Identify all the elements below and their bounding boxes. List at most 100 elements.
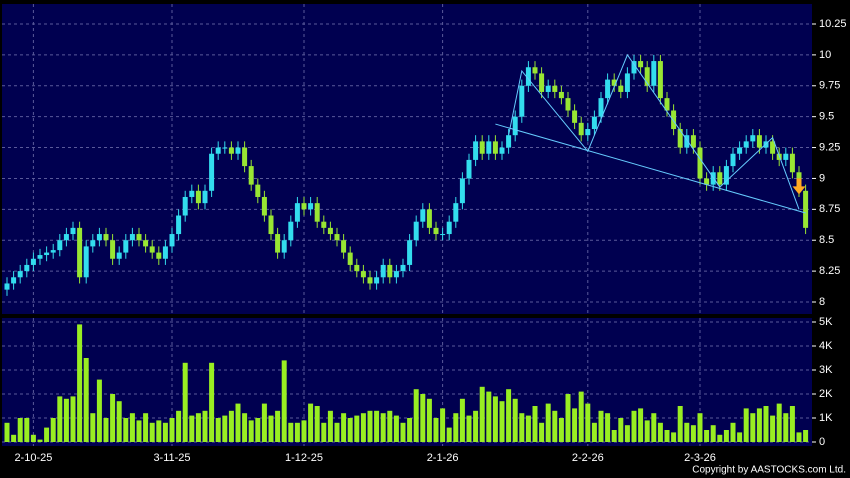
y-tick-label: 8.75	[819, 203, 840, 215]
candle-body	[261, 196, 267, 216]
candle-body	[525, 67, 531, 86]
candle-body	[730, 153, 736, 167]
volume-bar	[446, 427, 452, 442]
volume-bar	[301, 420, 307, 442]
candle-body	[426, 209, 432, 228]
y2-tick-label: 2K	[819, 388, 833, 400]
volume-bar	[578, 391, 584, 442]
volume-bar	[327, 410, 333, 442]
candle-body	[519, 85, 525, 117]
candle-body	[30, 258, 36, 265]
candle-body	[63, 234, 69, 241]
volume-bar	[677, 406, 683, 442]
volume-bar	[103, 418, 109, 442]
candle-body	[96, 234, 102, 241]
candle-body	[737, 147, 743, 154]
candle-body	[83, 246, 89, 278]
candle-body	[651, 61, 657, 86]
candle-body	[789, 153, 795, 173]
volume-bar	[77, 324, 83, 442]
volume-bar	[242, 413, 248, 442]
volume-bar	[618, 418, 624, 442]
candle-body	[103, 234, 109, 241]
candle-body	[367, 277, 373, 284]
candle-body	[611, 79, 617, 86]
volume-bar	[294, 422, 300, 442]
candle-body	[624, 73, 630, 92]
candle-body	[11, 277, 17, 284]
y-tick-label: 9.75	[819, 80, 840, 92]
volume-bar	[235, 403, 241, 442]
candle-body	[182, 196, 188, 216]
candle-body	[671, 110, 677, 130]
volume-bar	[143, 413, 149, 442]
candle-body	[492, 141, 498, 154]
volume-bar	[763, 406, 769, 442]
candle-body	[704, 178, 710, 185]
volume-bar	[697, 413, 703, 442]
candle-body	[242, 147, 248, 167]
volume-bar	[90, 413, 96, 442]
volume-bar	[57, 396, 63, 442]
volume-bar	[248, 420, 254, 442]
candle-body	[116, 252, 122, 259]
candle-body	[486, 141, 492, 154]
volume-bar	[228, 410, 234, 442]
candle-body	[248, 166, 254, 185]
x-tick-label: 2-10-25	[14, 452, 52, 464]
x-tick-label: 1-12-25	[285, 452, 323, 464]
volume-bar	[116, 401, 122, 442]
candle-body	[387, 264, 393, 278]
candle-body	[321, 221, 327, 228]
candle-body	[578, 122, 584, 136]
y2-tick-label: 0	[819, 436, 825, 448]
volume-bar	[96, 379, 102, 442]
volume-bar	[743, 408, 749, 442]
candle-body	[446, 221, 452, 235]
volume-bar	[796, 432, 802, 442]
candle-body	[499, 147, 505, 154]
x-tick-label: 2-2-26	[572, 452, 604, 464]
volume-bar	[723, 430, 729, 442]
volume-bar	[506, 389, 512, 442]
volume-bar	[776, 403, 782, 442]
candle-body	[189, 190, 195, 197]
volume-bar	[202, 410, 208, 442]
volume-bar	[756, 408, 762, 442]
volume-bar	[605, 413, 611, 442]
candle-body	[281, 240, 287, 253]
candle-body	[539, 73, 545, 92]
candle-body	[341, 240, 347, 253]
volume-bar	[176, 410, 182, 442]
volume-bar	[321, 422, 327, 442]
candle-body	[255, 184, 261, 197]
candle-body	[169, 234, 175, 247]
candle-body	[657, 61, 663, 99]
volume-bar	[492, 396, 498, 442]
volume-bar	[354, 415, 360, 442]
candle-body	[473, 141, 479, 160]
volume-bar	[552, 410, 558, 442]
volume-bar	[275, 410, 281, 442]
volume-bar	[624, 425, 630, 442]
volume-bar	[631, 410, 637, 442]
volume-bar	[182, 362, 188, 442]
volume-bar	[486, 391, 492, 442]
candle-body	[156, 252, 162, 259]
volume-bar	[466, 415, 472, 442]
y-tick-label: 10	[819, 49, 831, 61]
y2-tick-label: 1K	[819, 412, 833, 424]
volume-bar	[572, 408, 578, 442]
candle-body	[110, 240, 116, 259]
copyright: Copyright by AASTOCKS.com Ltd.	[692, 465, 846, 476]
candle-body	[638, 61, 644, 68]
candle-body	[750, 135, 756, 142]
volume-bar	[123, 418, 129, 442]
volume-bar	[50, 418, 56, 442]
candle-body	[585, 129, 591, 136]
volume-bar	[770, 415, 776, 442]
trendline	[508, 53, 800, 210]
volume-bar	[314, 406, 320, 442]
candle-body	[558, 91, 564, 99]
